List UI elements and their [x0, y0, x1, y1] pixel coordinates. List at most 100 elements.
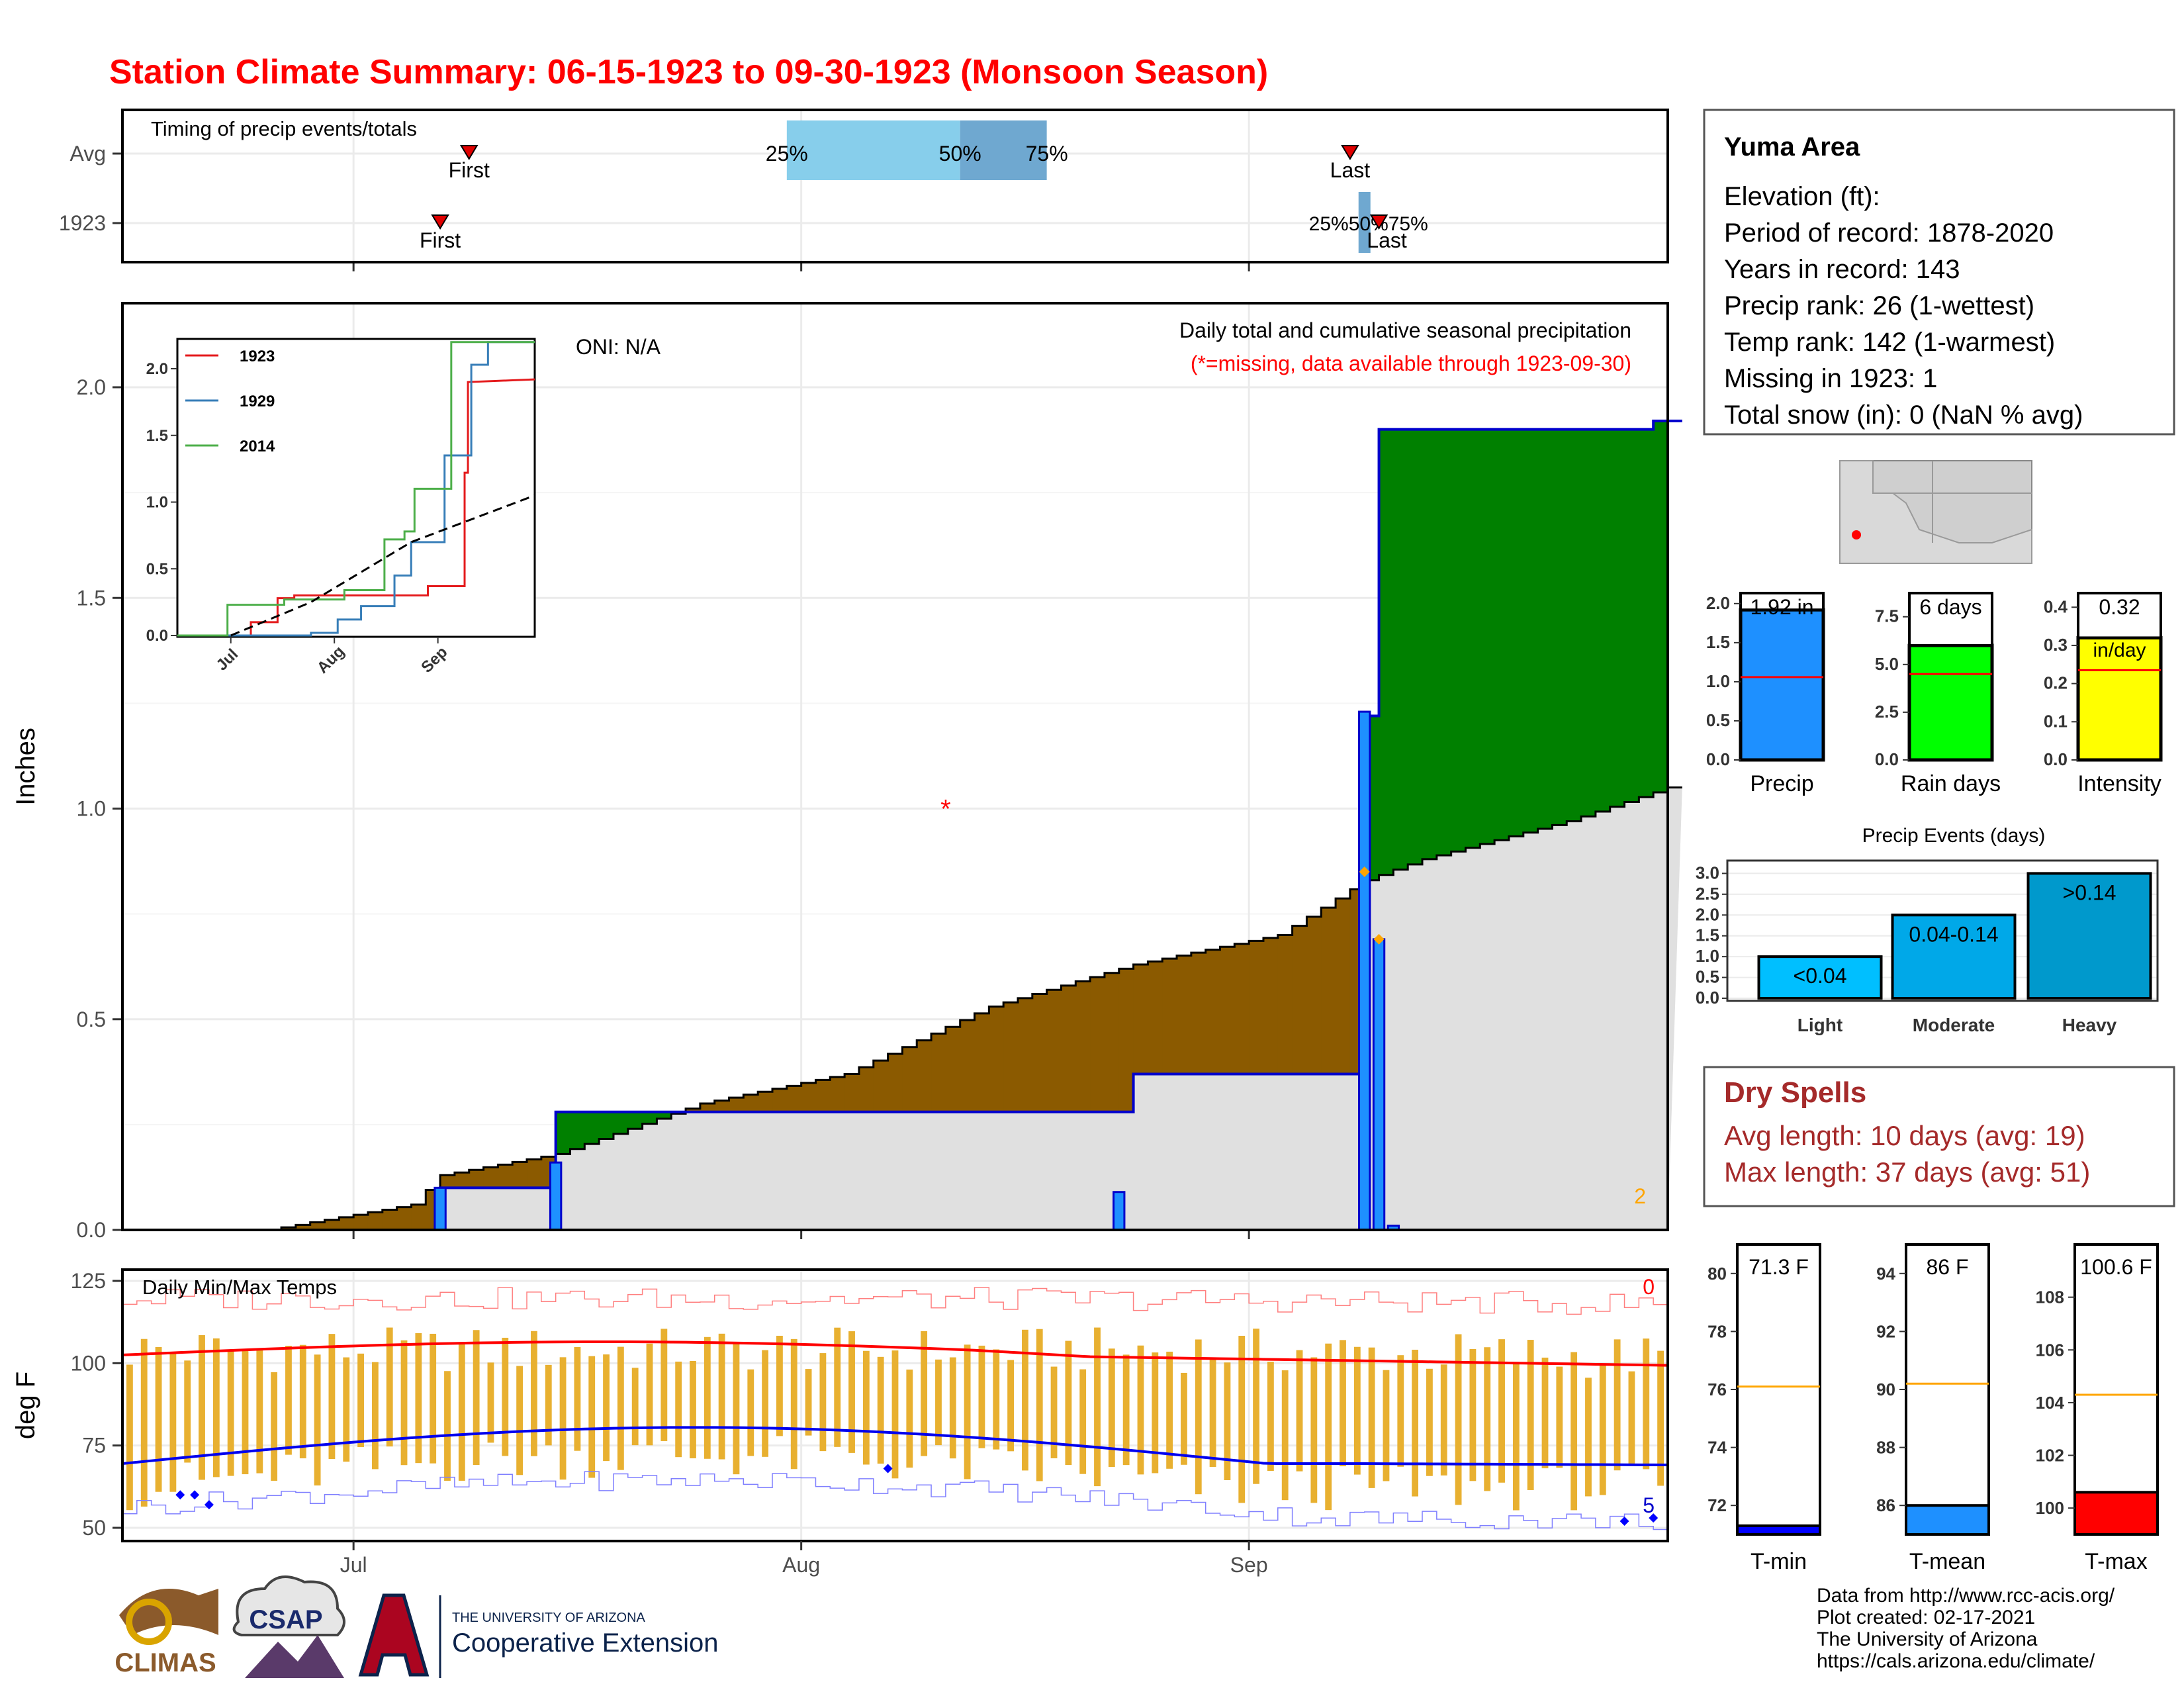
- daily-temp-bar: [1368, 1347, 1375, 1488]
- station-info-line: Elevation (ft):: [1724, 182, 1880, 211]
- daily-temp-bar: [675, 1361, 682, 1458]
- daily-precip-bar: [549, 1161, 563, 1231]
- avg-q25-label: 25%: [766, 142, 808, 165]
- events-category-label: Heavy: [2062, 1015, 2117, 1035]
- summary-value-label: 0.32: [2099, 595, 2140, 619]
- daily-temp-bar: [1498, 1339, 1505, 1483]
- daily-temp-bar: [314, 1354, 321, 1486]
- climas-logo-sun: [126, 1599, 172, 1645]
- daily-temp-bar: [1181, 1372, 1187, 1465]
- temp-bar-ytick-label: 94: [1876, 1264, 1895, 1284]
- temp-bar-frame: [2073, 1243, 2159, 1536]
- surplus-area: [642, 1111, 657, 1124]
- timing-row-avg: Avg: [69, 142, 106, 165]
- daily-temp-bar: [747, 1369, 754, 1456]
- daily-temp-bar: [1455, 1334, 1462, 1505]
- summary-bar-label: Precip: [1750, 771, 1813, 796]
- deficit-area: [527, 1159, 542, 1188]
- daily-temp-bar: [631, 1368, 639, 1446]
- deficit-area: [873, 1060, 889, 1112]
- inset-ytick-label: 2.0: [146, 360, 168, 378]
- summary-bar-Intensity: [2076, 635, 2163, 762]
- surplus-area: [613, 1111, 629, 1134]
- surplus-area: [599, 1111, 614, 1139]
- daily-temp-bar: [1094, 1327, 1101, 1487]
- temp-bar-ytick-label: 80: [1707, 1264, 1727, 1284]
- inset-series-line-1923: [177, 378, 535, 637]
- deficit-area: [1336, 898, 1351, 1074]
- daily-temp-bar: [1296, 1350, 1303, 1472]
- daily-temp-bar: [1137, 1345, 1144, 1475]
- deficit-area: [729, 1098, 744, 1112]
- temp-bar-ytick-label: 102: [2036, 1446, 2064, 1466]
- deficit-area: [1133, 964, 1148, 1074]
- temp-bar-label: T-max: [2085, 1549, 2147, 1574]
- csap-cloud: [232, 1575, 345, 1636]
- climas-logo: CLIMAS: [114, 1589, 218, 1677]
- summary-bar-label: Intensity: [2077, 771, 2161, 796]
- timing-panel-frame: [121, 109, 1669, 263]
- dry-spells-title: Dry Spells: [1724, 1076, 1866, 1109]
- daily-temp-bar: [545, 1364, 552, 1446]
- daily-temp-bar: [559, 1357, 567, 1480]
- main-panel-title: Daily total and cumulative seasonal prec…: [1179, 318, 1631, 342]
- daily-temp-bar: [357, 1353, 364, 1448]
- inset-panel: [176, 338, 536, 638]
- deficit-area: [1249, 941, 1264, 1074]
- surplus-area: [657, 1111, 672, 1119]
- record-marker: [1359, 866, 1370, 877]
- daily-temp-bar: [1152, 1352, 1159, 1474]
- temp-bar-ytick-label: 88: [1876, 1438, 1895, 1458]
- station-info-line: Period of record: 1878-2020: [1724, 218, 2054, 248]
- station-info-line: Missing in 1923: 1: [1724, 364, 1937, 393]
- surplus-area: [1422, 429, 1437, 859]
- events-category-label: Light: [1797, 1015, 1843, 1035]
- dry-spells-line: Max length: 37 days (avg: 51): [1724, 1156, 2090, 1188]
- daily-temp-bar: [285, 1346, 292, 1455]
- summary-ytick-label: 2.5: [1875, 702, 1899, 722]
- daily-temp-bar: [502, 1337, 509, 1456]
- daily-temp-bar: [1079, 1369, 1087, 1474]
- daily-temp-bar: [1527, 1340, 1534, 1490]
- surplus-area: [627, 1111, 643, 1129]
- inset-ytick-label: 0.0: [146, 627, 168, 645]
- surplus-area: [1393, 429, 1408, 870]
- temp-ytick-label: 50: [82, 1516, 106, 1540]
- deficit-area: [411, 1204, 426, 1230]
- deficit-area: [844, 1074, 860, 1112]
- daily-temp-bar: [733, 1343, 740, 1475]
- daily-temp-bar: [155, 1346, 162, 1492]
- page-title: Station Climate Summary: 06-15-1923 to 0…: [109, 53, 1268, 91]
- temp-ytick-label: 75: [82, 1434, 106, 1458]
- deficit-area: [1090, 977, 1105, 1112]
- summary-ytick-label: 0.0: [1875, 749, 1899, 769]
- daily-temp-bar: [1050, 1366, 1058, 1458]
- deficit-area: [1177, 955, 1192, 1074]
- dry-spells-line: Avg length: 10 days (avg: 19): [1724, 1120, 2085, 1151]
- daily-temp-bar: [1440, 1364, 1447, 1476]
- events-ytick-label: 1.0: [1696, 946, 1719, 966]
- deficit-area: [1292, 925, 1307, 1074]
- events-ytick-label: 0.0: [1696, 988, 1719, 1008]
- daily-temp-bar: [1614, 1339, 1621, 1471]
- daily-temp-bar: [646, 1343, 653, 1446]
- daily-precip-bar: [1372, 938, 1386, 1231]
- temp-bar-ytick-label: 106: [2036, 1340, 2064, 1360]
- summary-ytick-label: 5.0: [1875, 654, 1899, 674]
- deficit-area: [1032, 994, 1048, 1112]
- daily-temp-bar: [430, 1333, 437, 1464]
- daily-temp-bar: [1484, 1347, 1491, 1491]
- surplus-area: [1610, 429, 1625, 807]
- ua-big-text: Cooperative Extension: [452, 1628, 718, 1658]
- main-panel-frame: [121, 302, 1669, 1231]
- deficit-area: [512, 1162, 527, 1188]
- daily-temp-bar: [242, 1348, 249, 1475]
- temp-bar-T-max: [2073, 1491, 2159, 1536]
- deficit-area: [772, 1088, 788, 1112]
- daily-temp-bar: [617, 1346, 624, 1470]
- surplus-area: [1523, 429, 1539, 833]
- baseline-area: [122, 787, 1682, 1230]
- daily-temp-bar: [834, 1327, 841, 1447]
- avg-q50-q75-box: [960, 120, 1047, 180]
- deficit-area: [454, 1172, 470, 1188]
